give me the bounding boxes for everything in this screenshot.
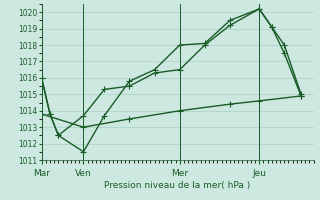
X-axis label: Pression niveau de la mer( hPa ): Pression niveau de la mer( hPa ) <box>104 181 251 190</box>
